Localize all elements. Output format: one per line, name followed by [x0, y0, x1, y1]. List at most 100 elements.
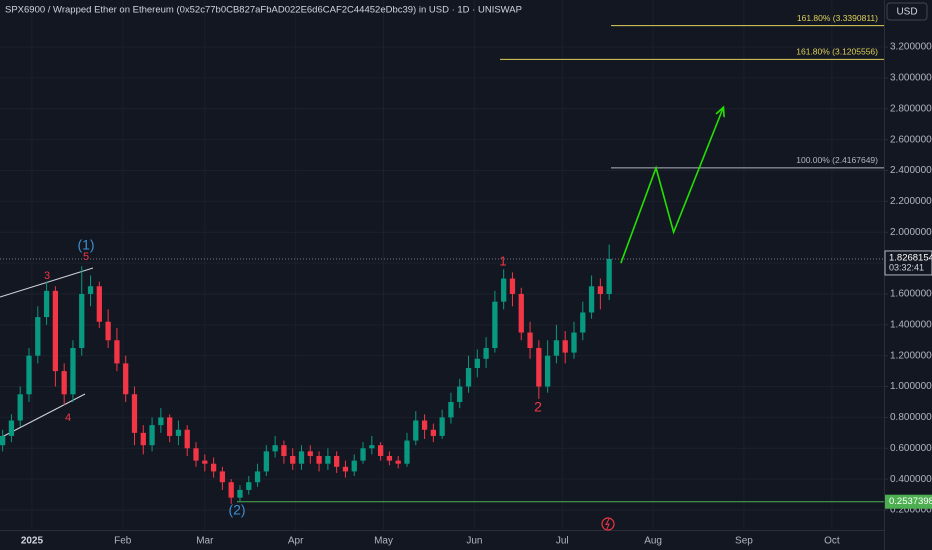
- candle-body: [237, 489, 243, 498]
- candle-body: [149, 425, 155, 446]
- candle-body: [562, 340, 568, 353]
- x-tick-label: Aug: [644, 536, 662, 547]
- candle-body: [307, 451, 313, 456]
- candle-body: [501, 278, 507, 302]
- candle-body: [43, 290, 50, 318]
- candle-body: [184, 429, 190, 449]
- wave-label: 4: [65, 412, 71, 424]
- candle-body: [167, 417, 173, 436]
- trend-line: [0, 393, 86, 439]
- icon-circle[interactable]: [601, 517, 615, 531]
- x-tick-label: 2025: [21, 536, 44, 547]
- candle-body: [175, 429, 182, 436]
- candle-body: [421, 420, 428, 430]
- projection-path: [620, 106, 725, 264]
- candle-body: [219, 471, 226, 483]
- candle-body: [509, 278, 516, 294]
- candle-body: [52, 290, 59, 372]
- candle-body: [474, 358, 480, 369]
- candle-body: [193, 448, 199, 461]
- chart-title: SPX6900 / Wrapped Ether on Ethereum (0x5…: [5, 5, 522, 16]
- candle-body: [580, 312, 586, 333]
- x-tick-label: Jul: [556, 536, 569, 547]
- x-tick-label: Mar: [196, 536, 214, 547]
- candle-body: [395, 460, 401, 464]
- x-tick-label: Apr: [288, 536, 304, 547]
- candle-body: [492, 301, 498, 348]
- candle-body: [8, 420, 15, 436]
- candle-body: [369, 445, 375, 449]
- candle-body: [254, 471, 261, 483]
- candle-body: [536, 347, 542, 387]
- candle-body: [210, 463, 217, 472]
- candle-body: [553, 340, 560, 356]
- fib-label: 161.80% (3.1205556): [796, 47, 878, 57]
- countdown: 03:32:41: [889, 262, 924, 272]
- candle-body: [518, 293, 524, 333]
- x-tick-label: Jun: [466, 536, 482, 547]
- candle-body: [272, 445, 278, 452]
- candle-body: [386, 455, 393, 461]
- candle-body: [123, 363, 129, 395]
- candle-body: [158, 417, 164, 426]
- x-tick-label: Oct: [824, 536, 840, 547]
- last-price-label: 1.8268154: [889, 252, 932, 263]
- candle-body: [202, 460, 208, 464]
- candle-body: [413, 420, 419, 441]
- candle-body: [571, 332, 577, 353]
- candle-body: [430, 429, 436, 436]
- x-tick-label: Feb: [114, 536, 132, 547]
- y-tick-label: 1.0000000: [890, 381, 932, 392]
- candle-body: [246, 482, 252, 490]
- candle-body: [17, 394, 23, 421]
- y-tick-label: 3.0000000: [890, 73, 932, 84]
- support-price-box: [885, 494, 932, 509]
- currency-button[interactable]: [886, 2, 928, 21]
- y-tick-label: 2.0000000: [890, 227, 932, 238]
- candle-body: [263, 451, 269, 472]
- candle-body: [544, 355, 551, 387]
- icon-bolt[interactable]: [605, 518, 610, 530]
- candle-body: [351, 460, 357, 472]
- y-tick-label: 2.8000000: [890, 103, 932, 114]
- candle-body: [404, 440, 410, 464]
- candle-body: [342, 466, 349, 472]
- projection-arrowhead: [715, 105, 725, 118]
- candle-body: [298, 451, 305, 464]
- candle-body: [483, 347, 489, 359]
- candle-body: [465, 368, 472, 387]
- x-tick-label: May: [374, 536, 393, 547]
- candle-body: [114, 340, 120, 364]
- last-price-box: [884, 250, 932, 276]
- wave-label: (1): [77, 237, 94, 253]
- candle-body: [597, 286, 604, 294]
- wave-label: 2: [534, 399, 542, 415]
- candle-body: [131, 394, 138, 433]
- candle-body: [439, 417, 445, 436]
- candle-body: [228, 482, 234, 498]
- candle-body: [61, 371, 67, 395]
- grid-layer: [0, 0, 884, 530]
- candle-body: [588, 286, 595, 313]
- fib-label: 161.80% (3.3390811): [797, 13, 878, 23]
- currency[interactable]: USD: [896, 7, 917, 18]
- candle-body: [96, 286, 102, 322]
- candle-body: [0, 435, 6, 446]
- candle-body: [26, 355, 32, 395]
- candle-body: [79, 293, 85, 348]
- wave-label: 5: [83, 251, 89, 263]
- fib-label: 100.00% (2.4167649): [796, 155, 878, 165]
- candle-body: [87, 286, 94, 294]
- replay-icon[interactable]: [601, 517, 615, 531]
- candle-body: [105, 321, 111, 341]
- candle-body: [325, 455, 331, 464]
